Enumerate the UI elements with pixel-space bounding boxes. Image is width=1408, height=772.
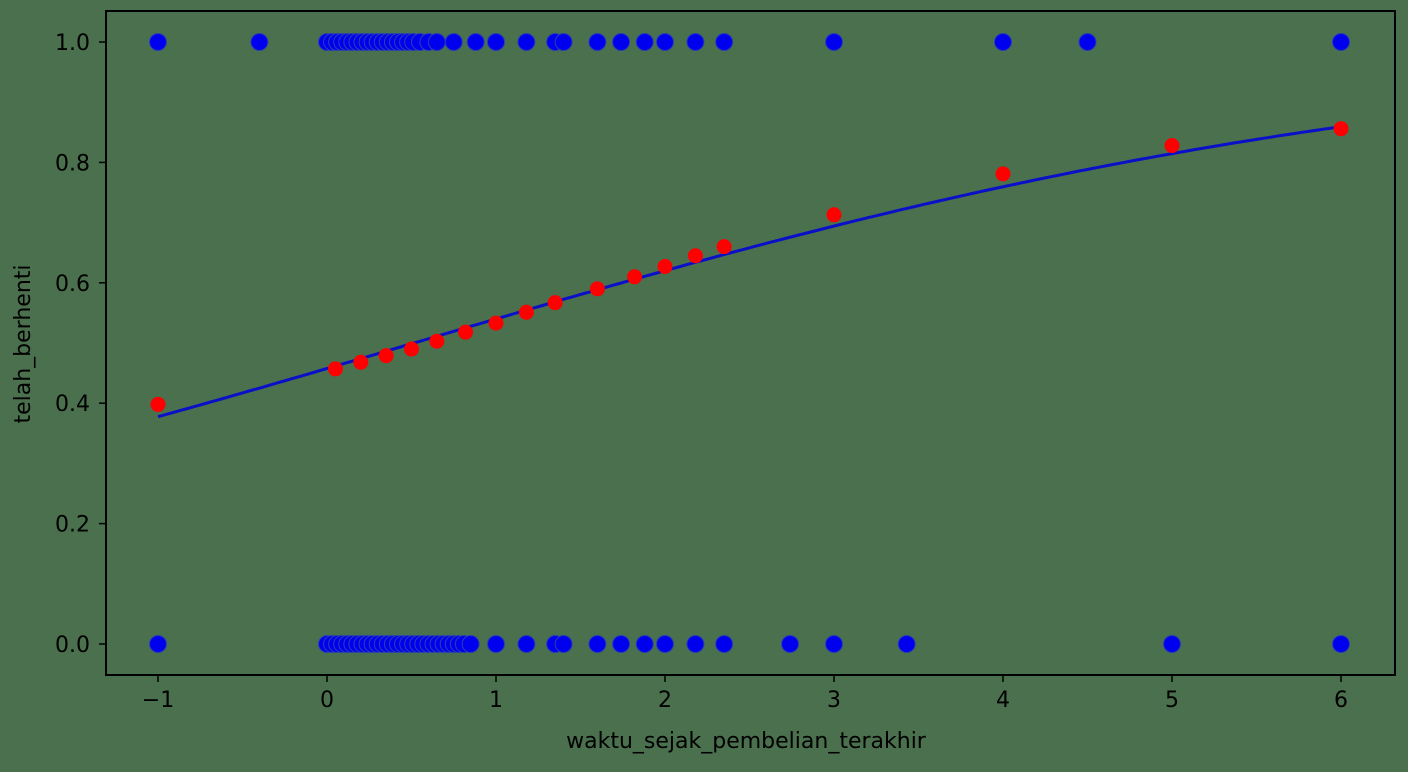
observed-point bbox=[444, 33, 463, 51]
y-tick-label: 1.0 bbox=[55, 31, 90, 56]
observed-point bbox=[1332, 33, 1350, 51]
predicted-point bbox=[657, 259, 673, 275]
observed-point bbox=[250, 33, 269, 51]
predicted-point bbox=[995, 166, 1011, 182]
x-tick-label: 6 bbox=[1334, 688, 1348, 713]
x-tick-label: 1 bbox=[489, 688, 503, 713]
observed-point bbox=[487, 33, 505, 51]
y-tick-label: 0.6 bbox=[55, 272, 90, 297]
observed-point bbox=[686, 33, 705, 51]
predicted-point bbox=[687, 248, 703, 264]
observed-point bbox=[781, 635, 800, 653]
observed-point bbox=[825, 33, 843, 51]
observed-point bbox=[487, 635, 505, 653]
predicted-point bbox=[1164, 138, 1180, 154]
observed-point bbox=[554, 33, 573, 51]
x-tick-label: 5 bbox=[1165, 688, 1179, 713]
predicted-point bbox=[589, 281, 605, 297]
observed-point bbox=[994, 33, 1012, 51]
observed-point bbox=[656, 635, 674, 653]
predicted-point bbox=[488, 315, 504, 331]
predicted-point bbox=[353, 354, 369, 370]
predicted-point bbox=[378, 348, 394, 364]
observed-point bbox=[588, 33, 607, 51]
plot-area bbox=[149, 33, 1350, 653]
x-axis-label: waktu_sejak_pembelian_terakhir bbox=[566, 729, 927, 754]
y-axis-label: telah_berhenti bbox=[11, 264, 36, 423]
y-tick-label: 0.0 bbox=[55, 633, 90, 658]
observed-point bbox=[1332, 635, 1350, 653]
observed-point bbox=[635, 635, 654, 653]
observed-point bbox=[825, 635, 843, 653]
predicted-point bbox=[458, 324, 474, 340]
observed-point bbox=[149, 635, 167, 653]
predicted-point bbox=[150, 396, 166, 412]
predicted-point bbox=[716, 239, 732, 255]
x-axis-ticks: −1 0 1 2 3 4 5 6 bbox=[142, 675, 1348, 713]
observed-point bbox=[427, 33, 446, 51]
observed-point bbox=[466, 33, 485, 51]
predicted-point bbox=[826, 207, 842, 223]
observed-point bbox=[612, 33, 631, 51]
observed-point bbox=[897, 635, 916, 653]
y-tick-label: 0.8 bbox=[55, 151, 90, 176]
predicted-point bbox=[518, 304, 534, 320]
y-tick-label: 0.4 bbox=[55, 392, 90, 417]
x-tick-label: −1 bbox=[142, 688, 174, 713]
predicted-point bbox=[404, 341, 419, 357]
y-tick-label: 0.2 bbox=[55, 513, 90, 538]
predicted-point bbox=[547, 295, 563, 311]
observed-point bbox=[612, 635, 631, 653]
observed-point bbox=[715, 635, 734, 653]
predicted-point bbox=[429, 333, 445, 349]
observed-point bbox=[588, 635, 607, 653]
axes-frame bbox=[105, 10, 1396, 676]
predicted-point bbox=[1333, 121, 1349, 137]
observed-point bbox=[635, 33, 654, 51]
observed-point bbox=[517, 33, 536, 51]
predicted-point bbox=[627, 269, 643, 285]
x-tick-label: 0 bbox=[320, 688, 334, 713]
x-tick-label: 2 bbox=[658, 688, 672, 713]
observed-point bbox=[461, 635, 480, 653]
observed-point bbox=[715, 33, 734, 51]
observed-point bbox=[1163, 635, 1181, 653]
x-tick-label: 4 bbox=[996, 688, 1010, 713]
y-axis-ticks: 0.0 0.2 0.4 0.6 0.8 1.0 bbox=[55, 31, 106, 658]
x-tick-label: 3 bbox=[827, 688, 841, 713]
observed-point bbox=[554, 635, 573, 653]
observed-point bbox=[686, 635, 705, 653]
predicted-point bbox=[327, 361, 343, 377]
observed-point bbox=[517, 635, 536, 653]
observed-point bbox=[1078, 33, 1097, 51]
observed-point bbox=[656, 33, 674, 51]
observed-point bbox=[149, 33, 167, 51]
